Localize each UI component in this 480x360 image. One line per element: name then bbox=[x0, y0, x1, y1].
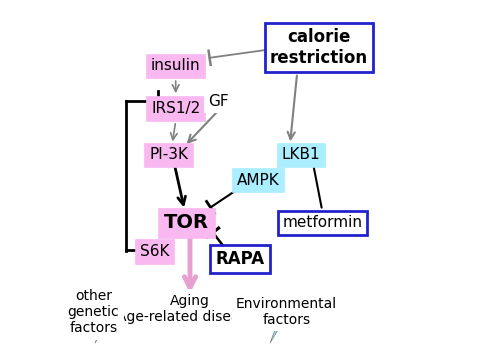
Text: other
genetic
factors: other genetic factors bbox=[68, 289, 120, 336]
Text: metformin: metformin bbox=[282, 215, 362, 230]
Text: Aging
Age-related diseases: Aging Age-related diseases bbox=[118, 293, 263, 324]
Text: insulin: insulin bbox=[151, 58, 201, 73]
Text: AMPK: AMPK bbox=[237, 172, 279, 188]
Text: calorie
restriction: calorie restriction bbox=[270, 28, 368, 67]
Text: S6K: S6K bbox=[140, 244, 169, 259]
Text: GF: GF bbox=[208, 94, 229, 109]
Text: LKB1: LKB1 bbox=[281, 148, 320, 162]
Text: PI-3K: PI-3K bbox=[149, 148, 188, 162]
Text: IRS1/2: IRS1/2 bbox=[151, 101, 200, 116]
Text: RAPA: RAPA bbox=[216, 249, 264, 267]
Text: Environmental
factors: Environmental factors bbox=[236, 297, 337, 327]
Text: TOR: TOR bbox=[164, 213, 209, 232]
Polygon shape bbox=[270, 313, 284, 343]
Polygon shape bbox=[95, 313, 108, 343]
